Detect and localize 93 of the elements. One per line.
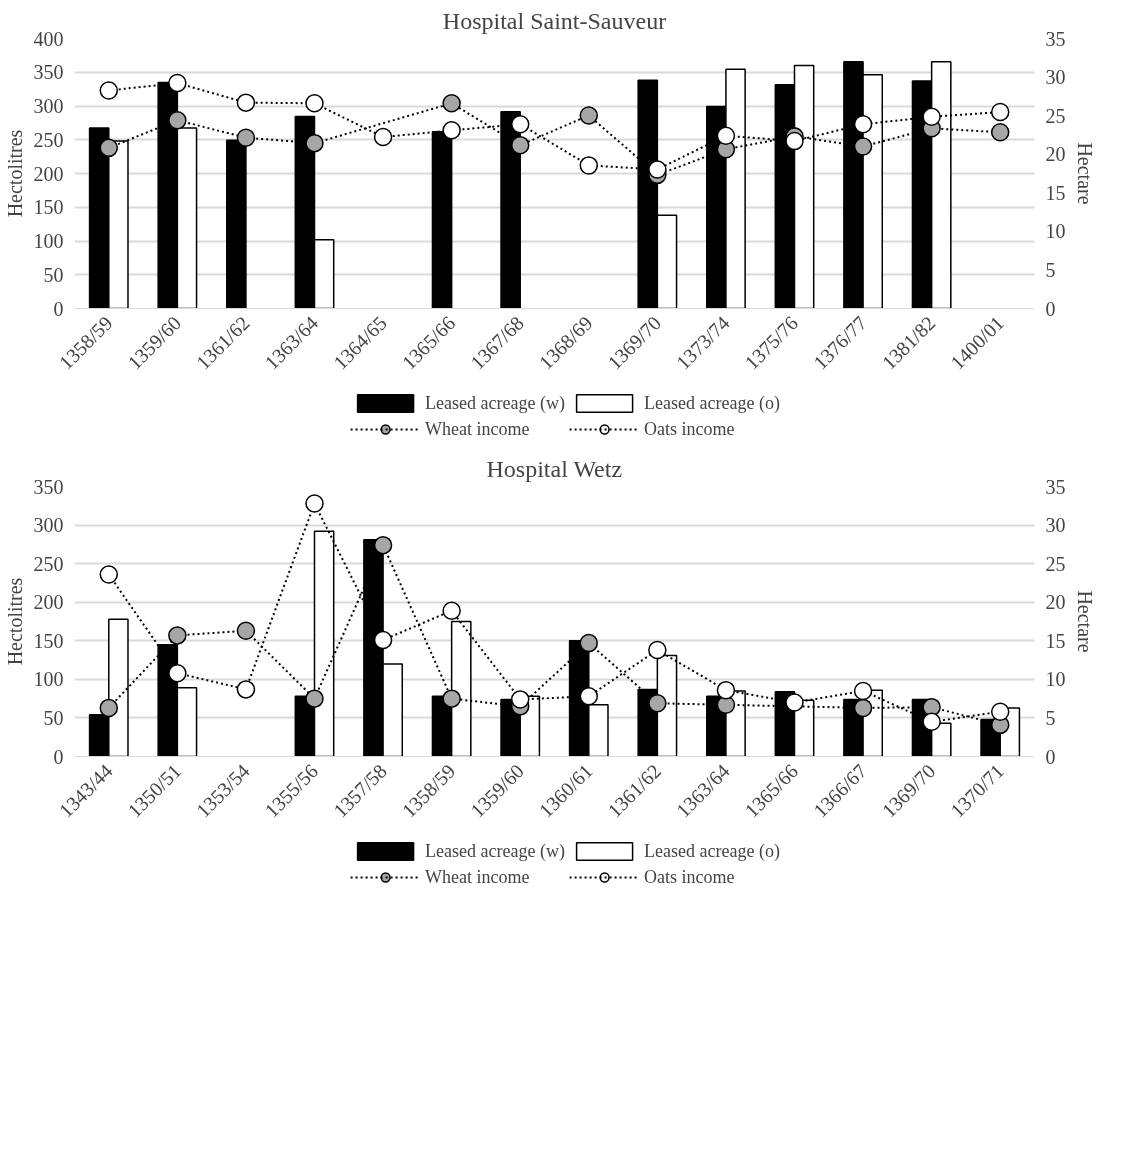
point [510, 114, 530, 134]
chart-title: Hospital Saint-Sauveur [442, 7, 667, 34]
y2-tick-label: 5 [1045, 706, 1056, 729]
y2-axis-title: Hectare [1073, 590, 1096, 653]
point [648, 640, 667, 660]
legend-label: Leased acreage (o) [644, 392, 780, 414]
y2-tick-label: 30 [1045, 66, 1066, 89]
point [442, 121, 461, 140]
y2-tick-label: 10 [1045, 668, 1066, 691]
point [168, 663, 187, 683]
y2-tick-label: 25 [1045, 552, 1066, 575]
point [305, 689, 324, 708]
point [442, 689, 461, 708]
point [236, 680, 256, 699]
y-tick-label: 250 [33, 552, 64, 575]
legend-label: Oats income [644, 418, 735, 440]
point [305, 133, 324, 153]
point [579, 156, 599, 175]
point [853, 114, 873, 134]
y-tick-label: 350 [33, 475, 64, 498]
y-tick-label: 200 [33, 591, 64, 614]
point [648, 694, 667, 713]
y-tick-label: 300 [33, 514, 64, 537]
y2-tick-label: 20 [1045, 143, 1066, 166]
y2-tick-label: 35 [1045, 475, 1066, 498]
y-tick-label: 250 [33, 128, 64, 151]
chart-title: Hospital Wetz [486, 455, 623, 482]
point [579, 633, 599, 653]
y2-tick-label: 15 [1045, 181, 1066, 204]
y-tick-label: 0 [53, 297, 64, 320]
point [373, 535, 393, 555]
point [716, 126, 736, 145]
y-tick-label: 300 [33, 95, 64, 117]
y-tick-label: 200 [33, 162, 64, 185]
y-axis-title: Hectolitres [3, 577, 26, 666]
point [510, 690, 530, 709]
point [716, 680, 736, 700]
y-axis-title: Hectolitres [3, 129, 26, 218]
point [442, 601, 461, 620]
legend-label: Leased acreage (w) [425, 392, 565, 414]
point [168, 73, 187, 93]
point [510, 135, 530, 155]
point [442, 94, 461, 113]
point [99, 138, 119, 158]
y2-tick-label: 0 [1045, 745, 1056, 768]
y-tick-label: 0 [53, 745, 64, 768]
y2-tick-label: 5 [1045, 258, 1056, 281]
point [785, 693, 804, 712]
legend-label: Wheat income [425, 866, 530, 888]
y2-tick-label: 10 [1045, 220, 1066, 243]
point [168, 626, 187, 645]
point [236, 93, 256, 112]
point [648, 160, 667, 179]
y2-tick-label: 25 [1045, 104, 1066, 127]
point [168, 110, 187, 130]
point [990, 102, 1010, 122]
y2-tick-label: 35 [1045, 27, 1066, 50]
point [990, 123, 1010, 142]
y2-tick-label: 20 [1045, 591, 1066, 614]
legend-label: Leased acreage (w) [425, 840, 565, 862]
y-tick-label: 50 [43, 706, 64, 729]
point [373, 630, 393, 650]
legend-label: Leased acreage (o) [644, 840, 780, 862]
y-tick-label: 350 [33, 61, 64, 84]
legend-label: Wheat income [425, 418, 530, 440]
point [236, 128, 256, 147]
point [99, 565, 119, 584]
y2-tick-label: 0 [1045, 297, 1056, 320]
y2-tick-label: 15 [1045, 629, 1066, 652]
point [373, 127, 393, 147]
point [853, 681, 873, 701]
point [922, 712, 941, 732]
y-tick-label: 100 [33, 668, 64, 691]
point [236, 621, 256, 640]
point [99, 81, 119, 100]
y2-axis-title: Hectare [1073, 142, 1096, 205]
y2-tick-label: 30 [1045, 514, 1066, 537]
point [305, 94, 324, 113]
point [785, 131, 804, 151]
point [853, 137, 873, 156]
point [305, 494, 324, 513]
y-tick-label: 400 [33, 27, 64, 50]
y-tick-label: 150 [33, 629, 64, 652]
y-tick-label: 150 [33, 196, 64, 219]
point [922, 107, 941, 127]
legend-label: Oats income [644, 866, 735, 888]
point [990, 702, 1010, 721]
y-tick-label: 50 [43, 263, 64, 286]
point [579, 106, 599, 125]
point [853, 698, 873, 718]
point [99, 698, 119, 718]
y-tick-label: 100 [33, 230, 64, 252]
point [579, 687, 599, 706]
